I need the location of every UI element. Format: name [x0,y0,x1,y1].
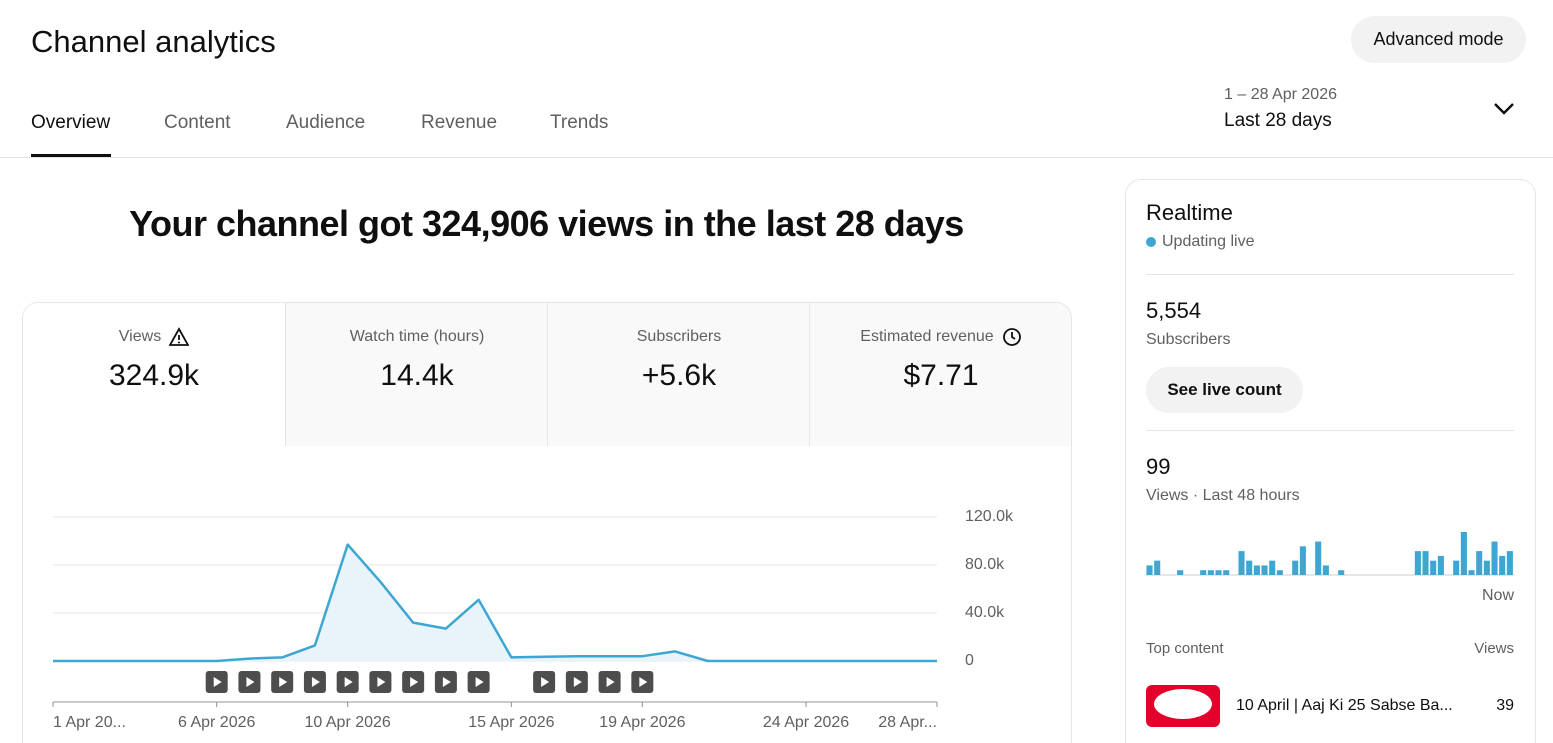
metric-value: $7.71 [903,359,979,392]
top-content-views-header: Views [1474,640,1514,657]
metric-label-row: Estimated revenue [810,327,1071,347]
metric-label: Watch time (hours) [349,328,485,345]
metric-label: Estimated revenue [860,328,994,345]
divider [1146,274,1514,275]
tab[interactable]: Audience [286,112,366,133]
tab[interactable]: Overview [31,112,111,133]
metric-tab[interactable]: Watch time (hours) 14.4k [285,303,548,446]
metric-label-row: Views [23,327,285,347]
metrics-card: Views 324.9k Watch time (hours) 14.4k Subscr… [22,302,1072,743]
divider [1146,430,1514,431]
now-label: Now [1481,587,1514,604]
divider [0,157,1553,158]
metric-label: Views [118,328,162,345]
metric-label: Subscribers [636,328,722,345]
tab[interactable]: Trends [550,112,609,133]
live-status: Updating live [1162,233,1255,250]
realtime-views: 99 [1146,454,1171,479]
headline: Your channel got 324,906 views in the la… [129,203,964,244]
active-tab-underline [31,154,111,157]
video-views: 39 [1496,697,1514,714]
subscriber-count: 5,554 [1146,298,1202,323]
metric-value: 14.4k [380,359,454,392]
live-dot [1146,237,1156,247]
warning-icon [169,327,190,346]
metric-tab[interactable]: Subscribers +5.6k [547,303,810,446]
realtime-title: Realtime [1146,200,1233,225]
see-live-count-button[interactable]: See live count [1146,367,1303,413]
realtime-views-label: Views · Last 48 hours [1146,487,1300,504]
tab[interactable]: Content [164,112,231,133]
date-label[interactable]: Last 28 days [1224,110,1332,131]
realtime-card [1125,179,1536,743]
top-content-title: Top content [1146,640,1224,657]
metric-tab[interactable]: Estimated revenue $7.71 [809,303,1071,446]
metric-tab[interactable]: Views 324.9k [23,303,285,446]
metric-label-row: Watch time (hours) [286,327,548,347]
metric-value: +5.6k [641,359,717,392]
subscriber-label: Subscribers [1146,331,1231,348]
tab[interactable]: Revenue [421,112,498,133]
dropdown-chevron[interactable] [1493,101,1515,117]
video-thumbnail[interactable] [1146,685,1220,727]
advanced-mode-button[interactable]: Advanced mode [1351,16,1526,63]
date-range[interactable]: 1 – 28 Apr 2026 [1224,86,1337,103]
metric-label-row: Subscribers [548,327,810,347]
clock-icon [1002,328,1021,346]
metric-value: 324.9k [108,359,200,392]
video-title[interactable]: 10 April | Aaj Ki 25 Sabse Ba... [1236,697,1453,714]
page-title: Channel analytics [31,24,276,59]
